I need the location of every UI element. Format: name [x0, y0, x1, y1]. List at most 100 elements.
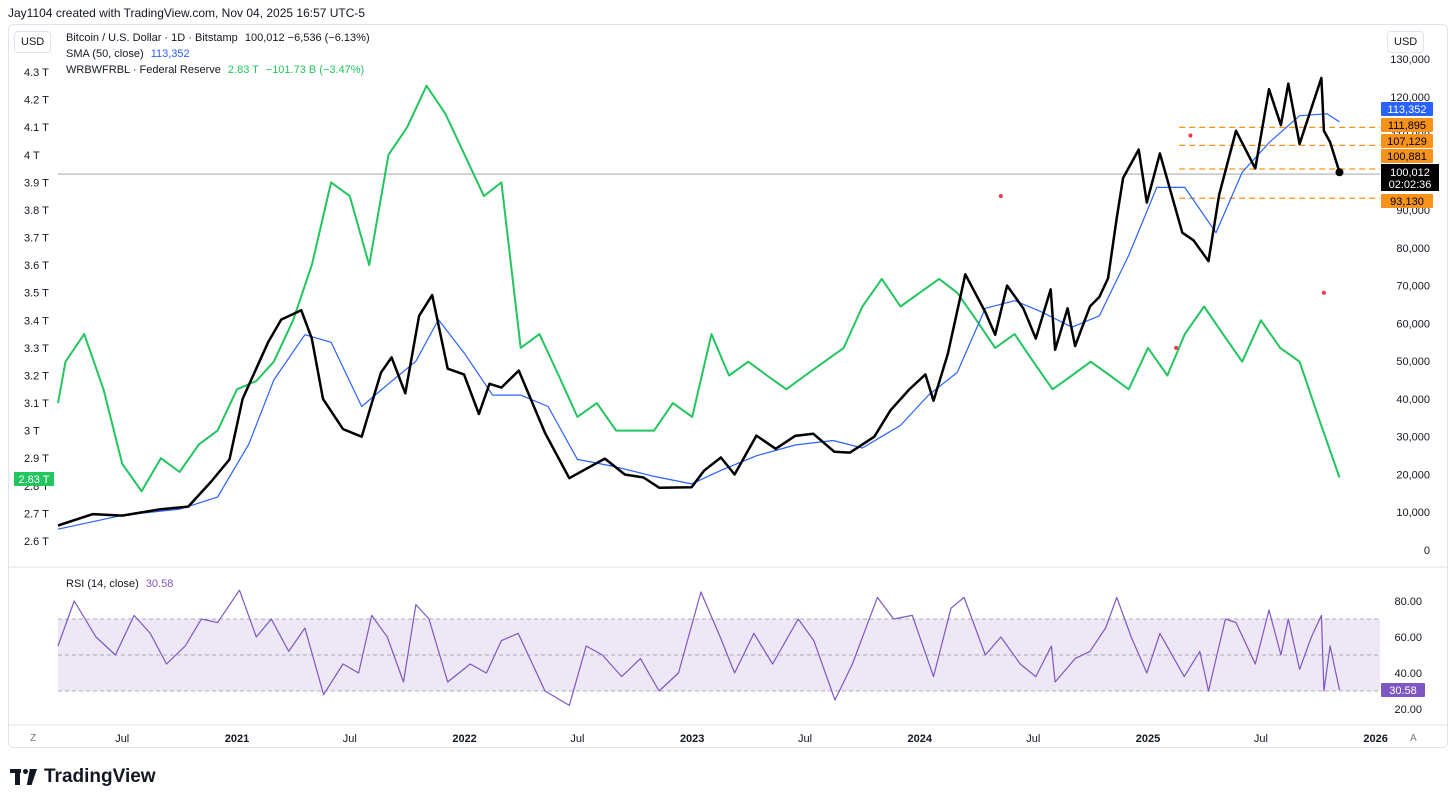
fed-value: 2.83 T: [227, 64, 259, 76]
fed-value-tag-bg: [14, 472, 54, 486]
left-axis-tick: 4.2 T: [24, 95, 49, 107]
fed-label: WRBWFRBL · Federal Reserve: [66, 64, 221, 76]
price-line-tag-bg: [1381, 194, 1433, 208]
last-price-tag: 100,012: [1390, 167, 1430, 179]
left-axis-tick: 4 T: [24, 150, 40, 162]
left-axis-tick: 3.8 T: [24, 205, 49, 217]
left-axis-tick: 3.5 T: [24, 288, 49, 300]
sma-value: 113,352: [150, 48, 190, 60]
left-axis-tick: 4.3 T: [24, 67, 49, 79]
fed-value-tag: 2.83 T: [19, 474, 50, 486]
main-legend[interactable]: Bitcoin / U.S. Dollar · 1D · Bitstamp 10…: [66, 32, 370, 44]
rsi-legend[interactable]: RSI (14, close) 30.58: [66, 578, 173, 590]
right-axis-tick: 30,000: [1396, 432, 1430, 444]
time-axis-tick: 2026: [1363, 733, 1387, 745]
grid-layer: [8, 173, 1448, 726]
rsi-axis-tick: 80.00: [1394, 596, 1422, 608]
price-line-tag: 107,129: [1387, 136, 1427, 148]
rsi-label: RSI (14, close): [66, 578, 139, 590]
chart-frame: [8, 24, 1448, 748]
left-axis-tick: 3.3 T: [24, 343, 49, 355]
right-axis-tick: 90,000: [1396, 205, 1430, 217]
sma-legend[interactable]: SMA (50, close) 113,352: [66, 48, 190, 60]
time-axis-tick: 2024: [908, 733, 933, 745]
symbol-label: Bitcoin / U.S. Dollar · 1D · Bitstamp: [66, 32, 238, 44]
right-axis-tick: 10,000: [1396, 507, 1430, 519]
brand-name: TradingView: [44, 766, 156, 787]
right-axis-tick: 20,000: [1396, 469, 1430, 481]
sma-price-tag-bg: [1381, 102, 1433, 116]
time-axis-tick: Jul: [1254, 733, 1268, 745]
left-axis-tick: 4.1 T: [24, 122, 49, 134]
right-axis-tick: 70,000: [1396, 281, 1430, 293]
price-stats: 100,012 −6,536 (−6.13%): [244, 32, 370, 44]
alert-marker: [998, 194, 1003, 199]
rsi-value-tag-bg: [1381, 683, 1425, 697]
price-line-tag: 93,130: [1390, 196, 1424, 208]
rsi-axis-tick: 60.00: [1394, 632, 1422, 644]
auto-scale-icon[interactable]: A: [1410, 733, 1417, 744]
price-tags: 113,352 111,895 107,129 100,881 93,130 100,01…: [14, 102, 1439, 697]
left-currency-button[interactable]: USD: [14, 31, 52, 53]
left-axis-tick: 3.2 T: [24, 370, 49, 382]
left-axis-tick: 3.6 T: [24, 260, 49, 272]
countdown-tag: 02:02:36: [1389, 179, 1432, 191]
alert-marker: [1188, 133, 1193, 138]
tradingview-logo: TradingView: [10, 766, 156, 788]
left-axis-tick: 2.9 T: [24, 453, 49, 465]
zoom-reset-icon[interactable]: Z: [30, 733, 37, 744]
rsi-value-tag: 30.58: [1389, 685, 1417, 697]
left-axis-tick: 3.4 T: [24, 315, 49, 327]
sma-label: SMA (50, close): [66, 48, 144, 60]
time-axis: Jul 2021 Jul 2022 Jul 2023 Jul 2024 Jul 2025 Jul 20…: [115, 733, 1388, 745]
price-line-tag-bg: [1381, 118, 1433, 132]
last-price-dot: [1335, 168, 1344, 177]
time-axis-tick: 2021: [225, 733, 249, 745]
right-axis-tick: 50,000: [1396, 356, 1430, 368]
right-axis-tick: 40,000: [1396, 394, 1430, 406]
fed-balance-line: [57, 84, 1341, 493]
sma-line: [57, 113, 1340, 530]
tradingview-logo-icon: [10, 769, 38, 785]
time-axis-tick: Jul: [343, 733, 357, 745]
right-axis-tick: 120,000: [1390, 92, 1430, 104]
alert-marker: [1321, 290, 1326, 295]
right-axis-tick: 0: [1424, 545, 1430, 557]
alert-marker: [1174, 345, 1179, 350]
right-currency-button[interactable]: USD: [1387, 31, 1425, 53]
time-axis-tick: 2023: [680, 733, 704, 745]
left-axis-tick: 3.7 T: [24, 233, 49, 245]
rsi-axis-tick: 20.00: [1394, 704, 1422, 716]
time-axis-tick: 2022: [452, 733, 476, 745]
rsi-value: 30.58: [145, 578, 174, 590]
rsi-line: [57, 589, 1341, 706]
sma-price-tag: 113,352: [1388, 104, 1427, 116]
series-layer: [57, 76, 1380, 706]
right-axis-tick: 130,000: [1390, 54, 1430, 66]
right-axis-tick: 80,000: [1396, 243, 1430, 255]
time-axis-tick: Jul: [570, 733, 584, 745]
btc-price-line: [57, 76, 1341, 527]
left-axis: 2.6 T2.7 T2.8 T2.9 T3 T3.1 T3.2 T3.3 T3.…: [24, 67, 49, 548]
left-axis-tick: 2.7 T: [24, 508, 49, 520]
price-line-tag-bg: [1381, 134, 1433, 148]
left-axis-tick: 2.6 T: [24, 536, 49, 548]
price-line-tag-bg: [1381, 149, 1433, 163]
fed-change: −101.73 B (−3.47%): [265, 64, 365, 76]
chart-attribution: Jay1104 created with TradingView.com, No…: [8, 6, 366, 20]
price-line-tag: 111,895: [1388, 120, 1426, 132]
last-price-tag-bg: [1381, 164, 1439, 191]
rsi-band: [58, 618, 1380, 692]
time-axis-tick: Jul: [798, 733, 812, 745]
left-axis-tick: 3.9 T: [24, 177, 49, 189]
price-line-tag: 100,881: [1387, 151, 1427, 163]
rsi-axis-tick: 40.00: [1394, 668, 1422, 680]
right-axis-tick: 60,000: [1396, 318, 1430, 330]
time-axis-tick: Jul: [1026, 733, 1040, 745]
left-axis-tick: 3 T: [24, 426, 40, 438]
fed-legend[interactable]: WRBWFRBL · Federal Reserve 2.83 T −101.7…: [66, 64, 364, 76]
time-axis-tick: Jul: [115, 733, 129, 745]
marker-layer: [998, 133, 1344, 350]
left-axis-tick: 3.1 T: [24, 398, 49, 410]
